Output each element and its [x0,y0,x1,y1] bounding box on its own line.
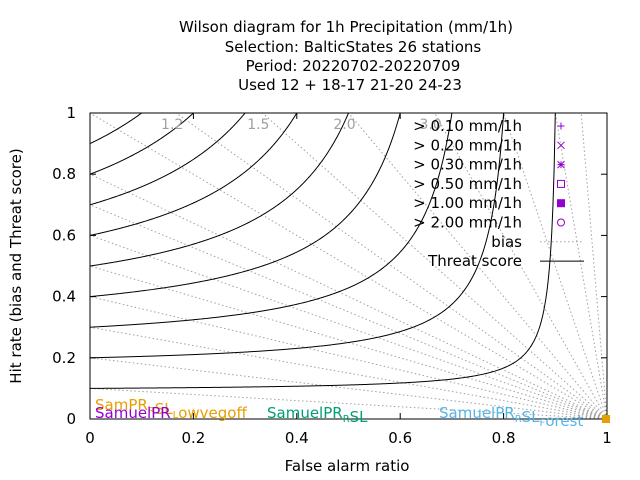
legend-label-7: Threat score [427,252,522,270]
legend-marker-2 [557,160,565,169]
bias-line-3 [90,296,607,419]
legend: > 0.10 mm/1h> 0.20 mm/1h > 0.30 mm/1h> 0.… [413,117,584,270]
data-point-0 [602,415,610,423]
x-tick-label-2: 0.4 [285,429,309,447]
bias-label-2: 2.0 [333,117,355,133]
chart-title: Wilson diagram for 1h Precipitation (mm/… [179,18,513,94]
threat-score-curve-2 [90,113,453,328]
y-axis-label: Hit rate (bias and Threat score) [7,148,25,383]
threat-score-curve-4 [90,113,349,267]
threat-score-curve-8 [90,113,142,145]
legend-label-3: > 0.50 mm/1h [413,175,522,193]
bias-label-0: 1.2 [161,117,183,133]
bias-line-8 [90,113,607,419]
model-label-0: SamPRRSLLowvegoff [95,396,247,422]
bias-label-3: 3.0 [420,117,442,133]
y-axis-ticks: 0 0.2 0.4 0.6 0.8 1 [52,104,607,428]
legend-marker-3 [557,179,565,188]
data-points [602,415,610,423]
legend-marker-5 [557,218,565,227]
threat-score-curve-1 [90,113,505,359]
y-tick-label-5: 1 [66,104,76,122]
title-line-2: Selection: BalticStates 26 stations [225,38,482,56]
threat-score-curve-6 [90,113,246,206]
bias-lines [90,113,607,419]
legend-marker-0 [557,122,565,130]
y-tick-label-4: 0.8 [52,165,76,183]
x-tick-label-1: 0.2 [181,429,205,447]
legend-marker-1 [557,141,565,150]
legend-label-1: > 0.20 mm/1h [413,136,522,154]
x-axis-label: False alarm ratio [285,457,410,475]
legend-label-4: > 1.00 mm/1h [413,194,522,212]
threat-score-curve-7 [90,113,194,175]
bias-line-13 [503,113,607,419]
legend-label-0: > 0.10 mm/1h [413,117,522,135]
bias-line-12 [434,113,607,419]
model-label-3: SamuelPRRSLForest [439,404,583,430]
y-tick-label-2: 0.4 [52,288,76,306]
bias-line-9 [175,113,607,419]
x-tick-label-5: 1 [602,429,612,447]
threat-score-curve-0 [90,113,556,389]
legend-label-5: > 2.00 mm/1h [413,214,522,232]
bias-line-6 [90,204,607,419]
bias-line-1 [90,357,607,419]
threat-score-curve-5 [90,113,298,236]
x-tick-label-4: 0.8 [492,429,516,447]
bias-line-15 [580,113,607,419]
legend-label-2: > 0.30 mm/1h [413,156,522,174]
x-tick-label-3: 0.6 [388,429,412,447]
threat-score-curve-3 [90,113,401,298]
plot-border [89,112,608,420]
model-label-2: SamuelPRRSL [267,404,368,426]
title-line-1: Wilson diagram for 1h Precipitation (mm/… [179,18,513,36]
x-axis-ticks: 0 0.2 0.4 0.6 0.8 1 [85,113,612,447]
bias-label-1: 1.5 [247,117,269,133]
y-tick-label-0: 0 [66,410,76,428]
threat-score-curves [90,113,556,389]
title-line-3: Period: 20220702-20220709 [246,57,461,75]
legend-label-6: bias [491,233,522,251]
bias-line-5 [90,234,607,419]
model-label-1: SamuelPR [95,404,171,422]
y-tick-label-1: 0.2 [52,349,76,367]
title-line-4: Used 12 + 18-17 21-20 24-23 [238,76,462,94]
y-tick-label-3: 0.6 [52,226,76,244]
x-tick-label-0: 0 [85,429,95,447]
bias-line-4 [90,265,607,419]
legend-marker-4 [557,199,565,208]
bias-line-7 [90,173,607,419]
bias-labels: 1.2 1.5 2.0 3.0 [161,117,442,133]
